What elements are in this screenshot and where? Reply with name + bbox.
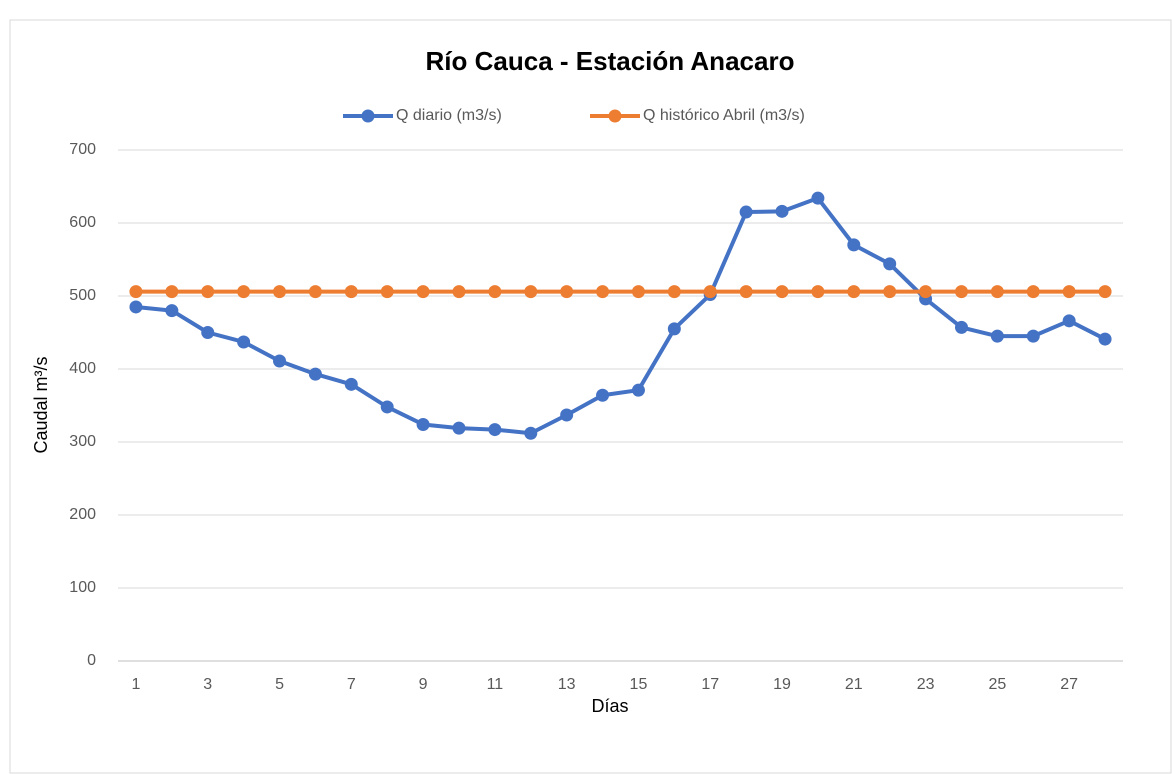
data-point [667, 322, 681, 336]
data-point [775, 285, 789, 299]
data-point [1026, 329, 1040, 343]
data-point [631, 383, 645, 397]
data-point [165, 285, 179, 299]
data-point [524, 426, 538, 440]
data-point [165, 304, 179, 318]
data-point [452, 421, 466, 435]
data-point [954, 285, 968, 299]
y-tick-label: 0 [87, 652, 96, 669]
y-axis-label: Caudal m³/s [31, 356, 51, 453]
x-axis-label: Días [591, 696, 628, 716]
data-point [201, 326, 215, 339]
y-tick-label: 200 [69, 506, 96, 523]
y-tick-label: 700 [69, 141, 96, 158]
data-point [129, 285, 143, 299]
data-point [237, 285, 251, 299]
x-tick-label: 15 [630, 676, 648, 693]
data-point [452, 285, 466, 299]
data-point [273, 285, 287, 299]
data-point [560, 408, 574, 422]
data-point [667, 285, 681, 299]
data-point [596, 285, 610, 299]
data-point [129, 300, 143, 314]
data-point [919, 285, 933, 299]
data-point [847, 238, 861, 252]
legend-marker [361, 109, 375, 123]
y-tick-label: 500 [69, 287, 96, 304]
data-point [1062, 285, 1076, 299]
data-point [883, 285, 897, 299]
data-point [416, 285, 430, 299]
data-point [631, 285, 645, 299]
data-point [811, 285, 825, 299]
data-point [344, 285, 358, 299]
chart-border [9, 19, 1172, 774]
data-point [308, 285, 322, 299]
data-point [883, 257, 897, 271]
data-point [380, 285, 394, 299]
y-tick-label: 100 [69, 579, 96, 596]
data-point [954, 320, 968, 334]
data-point [703, 285, 717, 299]
legend-label: Q histórico Abril (m3/s) [643, 107, 805, 124]
x-tick-label: 9 [419, 676, 428, 693]
x-tick-label: 1 [131, 676, 140, 693]
data-point [1098, 332, 1112, 346]
data-point [739, 205, 753, 219]
x-tick-label: 3 [203, 676, 212, 693]
data-point [488, 423, 502, 437]
data-point [416, 417, 430, 431]
x-tick-label: 21 [845, 676, 863, 693]
data-point [273, 354, 287, 368]
data-point [775, 204, 789, 218]
x-tick-label: 13 [558, 676, 576, 693]
x-tick-label: 25 [988, 676, 1006, 693]
x-tick-label: 27 [1060, 676, 1078, 693]
data-point [1098, 285, 1112, 299]
data-point [380, 400, 394, 414]
series-line [135, 196, 1106, 436]
data-point [596, 388, 610, 402]
data-point [308, 367, 322, 381]
x-tick-label: 19 [773, 676, 791, 693]
x-tick-label: 7 [347, 676, 356, 693]
data-point [237, 335, 251, 349]
data-point [739, 285, 753, 299]
data-point [1062, 314, 1076, 328]
legend-label: Q diario (m3/s) [396, 107, 502, 124]
x-tick-label: 5 [275, 676, 284, 693]
data-point [990, 285, 1004, 299]
data-point [990, 329, 1004, 343]
x-tick-label: 11 [487, 676, 504, 693]
data-point [847, 285, 861, 299]
y-tick-label: 300 [69, 433, 96, 450]
data-point [1026, 285, 1040, 299]
data-point [488, 285, 502, 299]
y-tick-label: 400 [69, 360, 96, 377]
data-point [811, 191, 825, 205]
data-point [560, 285, 574, 299]
x-tick-label: 17 [701, 676, 719, 693]
y-tick-label: 600 [69, 214, 96, 231]
x-tick-label: 23 [917, 676, 935, 693]
chart-title: Río Cauca - Estación Anacaro [426, 46, 795, 76]
data-point [344, 377, 358, 391]
data-point [201, 285, 215, 299]
data-point [524, 285, 538, 299]
legend-marker [608, 109, 622, 123]
